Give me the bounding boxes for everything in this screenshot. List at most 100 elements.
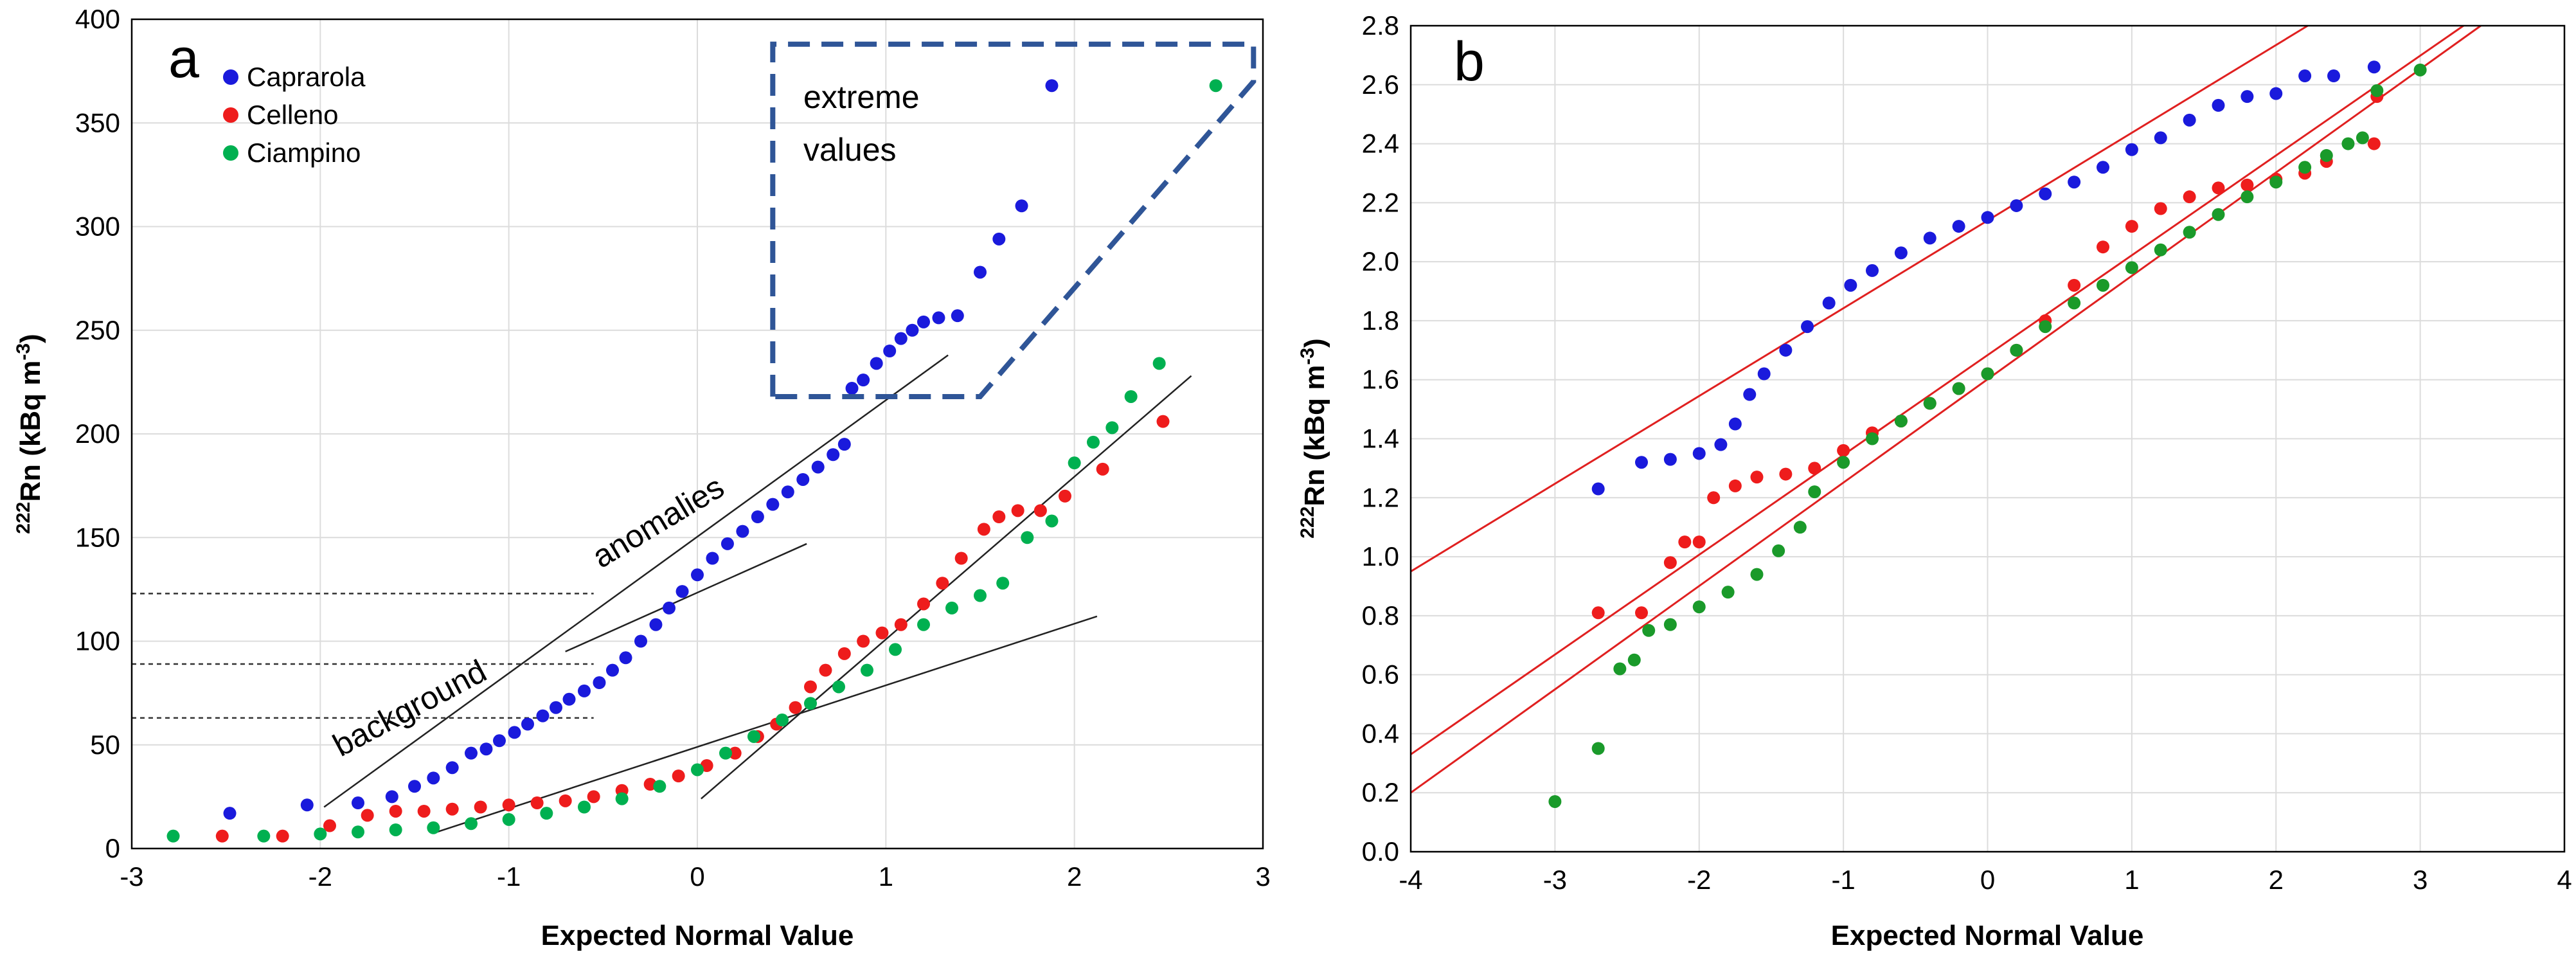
caprarola-point: [493, 734, 506, 748]
ciampino-point: [691, 763, 704, 777]
caprarola-point: [2241, 90, 2254, 103]
panel-b-y-tick-label: 2.8: [1362, 10, 1399, 40]
ciampino-point: [314, 827, 327, 841]
legend-celleno-marker: [223, 107, 238, 123]
ciampino-point: [2125, 261, 2138, 274]
caprarola-point: [352, 796, 364, 810]
ciampino-point: [1923, 397, 1936, 410]
ciampino-point: [653, 780, 666, 793]
ciampino-point: [1627, 653, 1641, 667]
ciampino-point: [2298, 161, 2312, 174]
ciampino-point: [2320, 148, 2333, 162]
caprarola-point: [2212, 98, 2225, 112]
panel-a-x-tick-label: 1: [879, 861, 893, 892]
celleno-point: [789, 701, 802, 714]
caprarola-point: [300, 798, 314, 812]
celleno-point: [215, 829, 229, 843]
ciampino-point: [2039, 320, 2052, 334]
ciampino-point: [2241, 190, 2254, 204]
ciampino-point: [1068, 456, 1081, 470]
caprarola-point: [1663, 453, 1677, 466]
ciampino-point: [2154, 243, 2167, 256]
ciampino-point: [465, 817, 478, 831]
caprarola-point: [1952, 220, 1965, 233]
ciampino-point: [776, 714, 789, 727]
panel-b-y-ticks: 0.0 0.2 0.4 0.6 0.8 1.0 1.2 1.4 1.6 1.8 2.0 2.2 2.4 2…: [1362, 10, 1399, 867]
caprarola-point: [691, 568, 704, 582]
caprarola-point: [619, 651, 632, 665]
celleno-point: [917, 597, 930, 611]
celleno-point: [2068, 278, 2081, 292]
celleno-point: [1096, 462, 1109, 476]
ciampino-point: [2183, 226, 2196, 239]
panel-a-y-tick-label: 400: [75, 4, 120, 34]
ciampino-point: [1750, 568, 1764, 581]
panel-b-y-tick-label: 1.2: [1362, 482, 1399, 512]
caprarola-point: [1822, 296, 1836, 310]
ciampino-point: [804, 697, 817, 710]
celleno-point: [559, 794, 572, 807]
caprarola-point: [883, 345, 897, 357]
panel-a-x-ticks: -3 -2 -1 0 1 2 3: [120, 861, 1270, 892]
celleno-point: [875, 626, 889, 640]
caprarola-point: [766, 498, 780, 511]
caprarola-point: [1728, 417, 1742, 431]
caprarola-point: [906, 323, 919, 337]
ciampino-point: [974, 589, 987, 602]
celleno-point: [1591, 606, 1605, 620]
celleno-point: [2241, 178, 2254, 192]
ciampino-point: [747, 730, 760, 743]
ciampino-point: [2010, 343, 2023, 357]
panel-b-x-tick-label: -1: [1831, 865, 1855, 895]
panel-b-x-tick-label: 0: [1980, 865, 1995, 895]
ciampino-point: [1772, 544, 1785, 557]
ciampino-point: [1209, 79, 1222, 93]
panel-b-y-tick-label: 0.2: [1362, 777, 1399, 807]
ciampino-point: [2269, 175, 2283, 189]
caprarola-point: [1923, 231, 1936, 245]
celleno-point: [936, 577, 949, 590]
caprarola-point: [917, 315, 930, 328]
panel-b-y-tick-label: 0.8: [1362, 600, 1399, 631]
celleno-point: [1808, 462, 1821, 475]
background-label: background: [327, 653, 492, 764]
caprarola-point: [706, 552, 719, 565]
panel-a-y-tick-label: 350: [75, 107, 120, 138]
celleno-point: [1750, 471, 1764, 484]
celleno-point: [1033, 504, 1047, 517]
caprarola-point: [550, 701, 562, 714]
celleno-point: [954, 552, 968, 565]
panel-b-x-tick-label: -3: [1543, 865, 1567, 895]
panel-b-x-ticks: -4 -3 -2 -1 0 1 2 3 4: [1399, 865, 2572, 895]
ciampino-point: [1087, 435, 1100, 449]
caprarola-point: [2367, 60, 2381, 74]
celleno-point: [2367, 137, 2381, 150]
ciampino-point: [166, 829, 180, 843]
ciampino-point: [2068, 296, 2081, 310]
panel-b-x-tick-label: -2: [1687, 865, 1711, 895]
celleno-point: [2154, 202, 2167, 215]
legend-celleno-label: Celleno: [247, 100, 338, 130]
panel-a-y-tick-label: 150: [75, 522, 120, 552]
caprarola-point: [465, 746, 478, 760]
panel-a-y-tick-label: 50: [90, 730, 120, 760]
ciampino-point: [1793, 521, 1807, 534]
celleno-point: [1837, 444, 1850, 457]
celleno-point: [1678, 535, 1692, 549]
panel-a-y-tick-label: 250: [75, 315, 120, 345]
ciampino-point: [257, 829, 271, 843]
ciampino-point: [1663, 618, 1677, 631]
ciampino-point: [1613, 662, 1627, 676]
caprarola-point: [663, 601, 675, 615]
panel-a-x-tick-label: 3: [1255, 861, 1270, 892]
panel-b-grid: [1410, 25, 2565, 852]
ciampino-point: [861, 663, 873, 677]
panel-a-letter: a: [168, 28, 199, 89]
legend-ciampino-label: Ciampino: [247, 138, 361, 168]
panel-b-x-tick-label: 3: [2413, 865, 2428, 895]
celleno-point: [2125, 220, 2138, 233]
caprarola-point: [2097, 161, 2109, 174]
celleno-point: [804, 680, 817, 694]
legend-caprarola-marker: [223, 69, 238, 85]
